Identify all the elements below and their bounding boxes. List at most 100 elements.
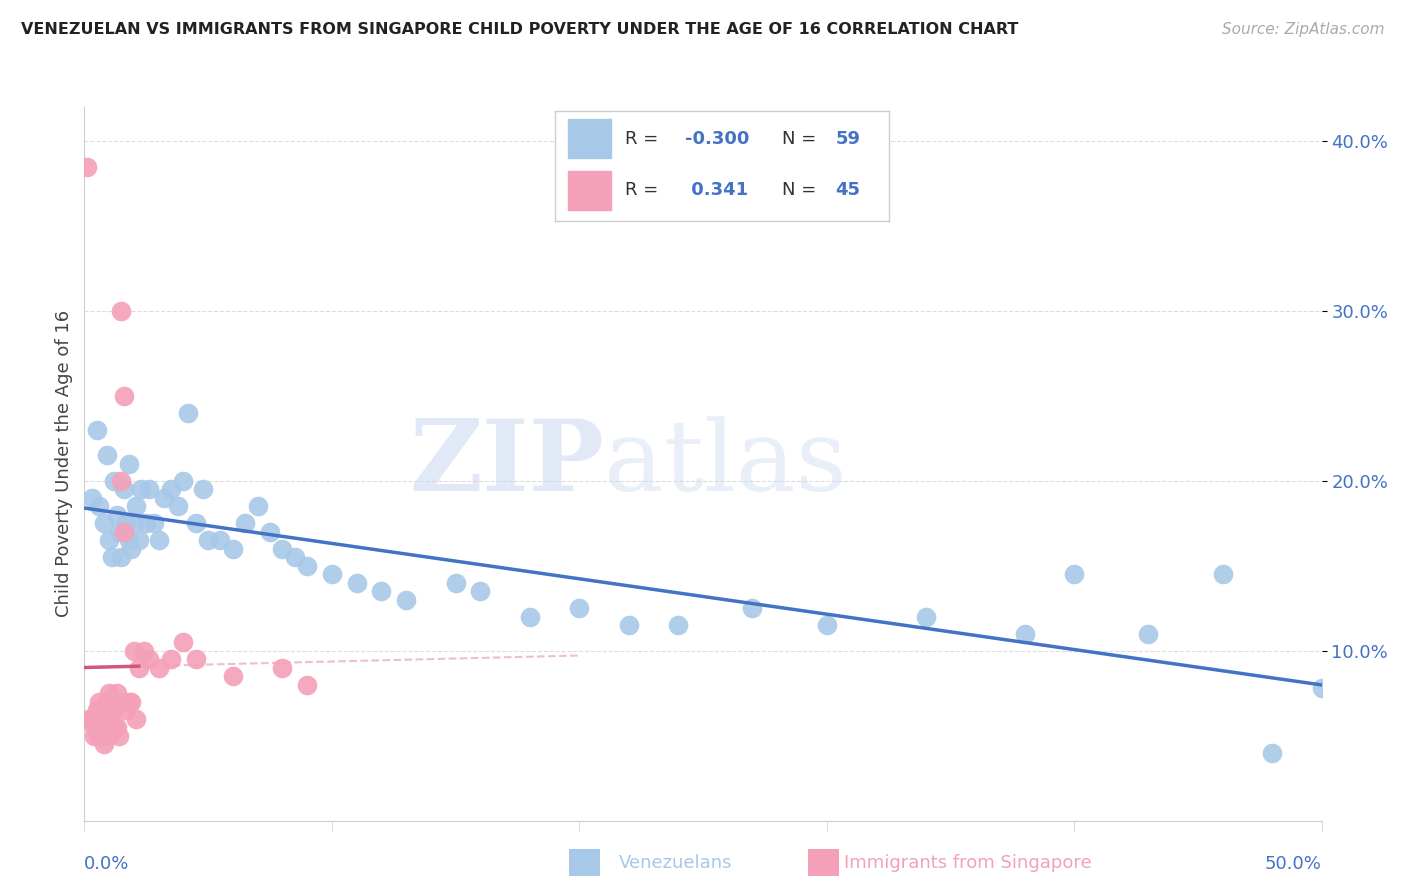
Point (1014, 626, 1036, 640)
Point (1212, 567, 1234, 582)
Point (83, 720, 105, 734)
Point (89, 695, 111, 709)
Point (233, 516, 256, 531)
Text: ZIP: ZIP (409, 416, 605, 512)
Point (148, 661, 170, 675)
Point (100, 550, 122, 565)
Point (98, 712, 121, 726)
Point (370, 584, 392, 599)
Point (120, 541, 142, 556)
Point (105, 720, 128, 734)
Point (112, 389, 135, 403)
Point (108, 695, 131, 709)
Point (284, 550, 307, 565)
Point (470, 584, 492, 599)
Point (222, 669, 245, 683)
Point (129, 483, 152, 497)
Point (167, 500, 190, 514)
Point (105, 686, 128, 700)
Point (184, 652, 207, 666)
Text: 45: 45 (835, 181, 860, 199)
Point (395, 592, 418, 607)
Point (444, 575, 467, 590)
Text: N =: N = (782, 130, 821, 148)
Text: 0.0%: 0.0% (84, 855, 129, 872)
Point (93, 516, 115, 531)
Point (112, 524, 135, 539)
Point (246, 500, 269, 514)
Point (160, 652, 183, 666)
Bar (568, 120, 612, 158)
Point (105, 508, 128, 522)
Point (138, 483, 160, 497)
Point (93, 712, 115, 726)
Point (346, 575, 368, 590)
Text: Source: ZipAtlas.com: Source: ZipAtlas.com (1222, 22, 1385, 37)
Point (172, 635, 194, 649)
Point (103, 703, 125, 717)
Text: VENEZUELAN VS IMMIGRANTS FROM SINGAPORE CHILD POVERTY UNDER THE AGE OF 16 CORREL: VENEZUELAN VS IMMIGRANTS FROM SINGAPORE … (21, 22, 1018, 37)
Point (142, 516, 165, 531)
Point (96, 448, 118, 462)
Point (148, 533, 170, 548)
Point (568, 601, 591, 615)
Point (128, 661, 150, 675)
Point (118, 457, 141, 471)
Text: N =: N = (782, 181, 821, 199)
Point (86, 423, 108, 437)
Point (110, 550, 132, 565)
Point (96, 695, 118, 709)
Point (122, 516, 145, 531)
Point (184, 516, 207, 531)
Point (76, 160, 98, 174)
Text: R =: R = (624, 130, 664, 148)
Point (177, 406, 200, 420)
Point (295, 678, 318, 692)
Point (100, 720, 122, 734)
Bar (568, 171, 612, 211)
Text: -0.300: -0.300 (685, 130, 749, 148)
Point (83, 729, 105, 743)
Point (128, 533, 150, 548)
Text: atlas: atlas (605, 416, 846, 512)
Point (122, 644, 145, 658)
Point (295, 558, 318, 573)
Point (120, 695, 142, 709)
Point (103, 720, 125, 734)
Point (98, 729, 121, 743)
Point (110, 474, 132, 488)
Point (125, 712, 148, 726)
Point (160, 483, 183, 497)
Point (1137, 626, 1160, 640)
Point (1063, 567, 1085, 582)
Point (96, 720, 118, 734)
Point (108, 729, 131, 743)
Point (93, 737, 115, 751)
Point (86, 720, 108, 734)
Point (152, 491, 174, 505)
Point (110, 304, 132, 318)
Point (271, 661, 294, 675)
Text: 59: 59 (835, 130, 860, 148)
Point (118, 533, 141, 548)
Point (815, 618, 838, 632)
Point (80, 491, 103, 505)
Point (197, 533, 219, 548)
Point (98, 686, 121, 700)
Point (89, 729, 111, 743)
Point (89, 500, 111, 514)
Point (80, 712, 103, 726)
Point (118, 695, 141, 709)
Point (115, 703, 138, 717)
Point (138, 652, 160, 666)
Point (321, 567, 343, 582)
Point (112, 483, 135, 497)
Point (666, 618, 689, 632)
Point (172, 474, 194, 488)
Point (271, 541, 294, 556)
Point (90, 729, 112, 743)
Point (914, 609, 936, 624)
Point (135, 516, 157, 531)
Point (86, 703, 108, 717)
Point (103, 474, 125, 488)
